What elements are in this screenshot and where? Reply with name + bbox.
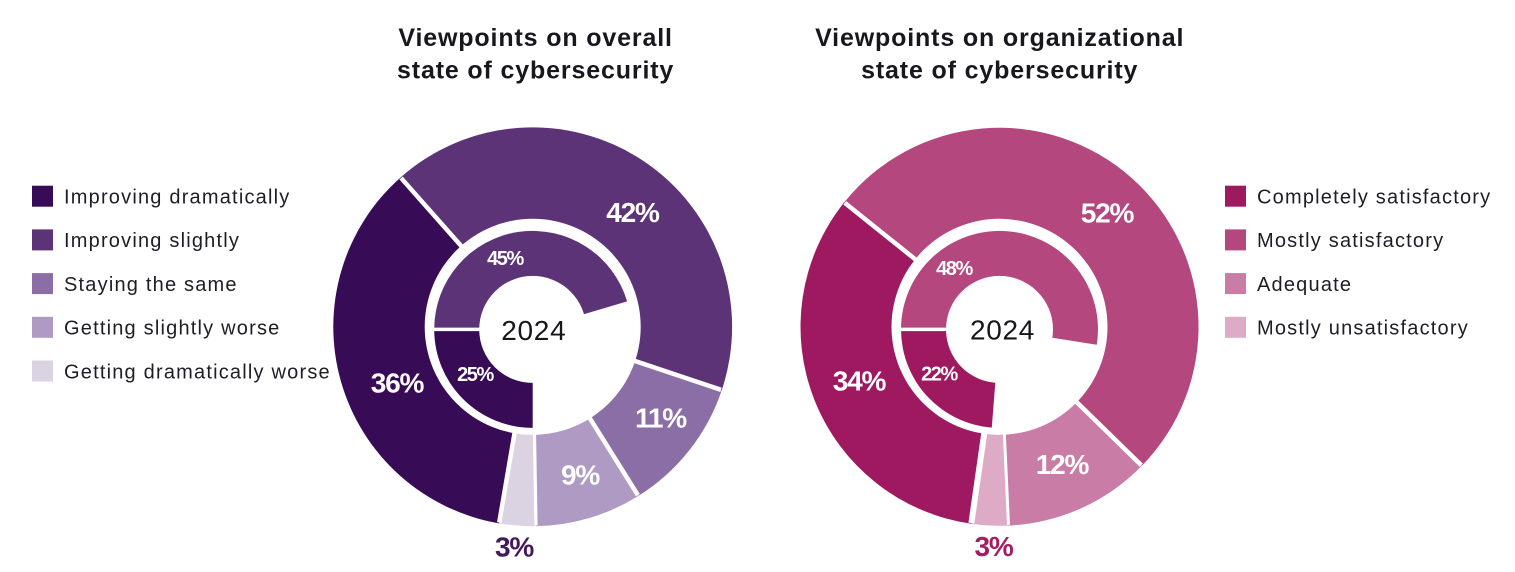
- svg-text:Getting slightly worse: Getting slightly worse: [64, 318, 280, 340]
- svg-text:25%: 25%: [457, 364, 494, 386]
- svg-text:state of cybersecurity: state of cybersecurity: [397, 56, 674, 84]
- svg-text:22%: 22%: [921, 363, 958, 385]
- svg-text:11%: 11%: [635, 403, 687, 434]
- svg-text:Mostly unsatisfactory: Mostly unsatisfactory: [1257, 318, 1469, 340]
- svg-text:3%: 3%: [495, 531, 534, 562]
- svg-text:state of cybersecurity: state of cybersecurity: [861, 56, 1138, 84]
- svg-text:2024: 2024: [501, 315, 566, 346]
- svg-text:45%: 45%: [487, 248, 524, 270]
- svg-text:36%: 36%: [371, 367, 425, 398]
- svg-text:Getting dramatically worse: Getting dramatically worse: [64, 361, 331, 383]
- svg-text:3%: 3%: [974, 531, 1013, 562]
- svg-text:52%: 52%: [1081, 197, 1135, 228]
- svg-text:2024: 2024: [970, 315, 1035, 346]
- svg-text:Adequate: Adequate: [1257, 274, 1352, 296]
- svg-text:Improving slightly: Improving slightly: [64, 230, 240, 252]
- svg-text:42%: 42%: [606, 197, 660, 228]
- svg-text:Improving dramatically: Improving dramatically: [64, 187, 290, 209]
- svg-text:Completely satisfactory: Completely satisfactory: [1257, 187, 1491, 209]
- svg-text:12%: 12%: [1036, 449, 1090, 480]
- svg-text:Staying the same: Staying the same: [64, 274, 238, 296]
- svg-text:Viewpoints on overall: Viewpoints on overall: [398, 24, 672, 52]
- svg-text:Viewpoints on organizational: Viewpoints on organizational: [815, 24, 1184, 52]
- svg-text:9%: 9%: [561, 459, 600, 490]
- svg-text:34%: 34%: [833, 365, 887, 396]
- svg-text:48%: 48%: [936, 258, 973, 280]
- svg-text:Mostly satisfactory: Mostly satisfactory: [1257, 230, 1444, 252]
